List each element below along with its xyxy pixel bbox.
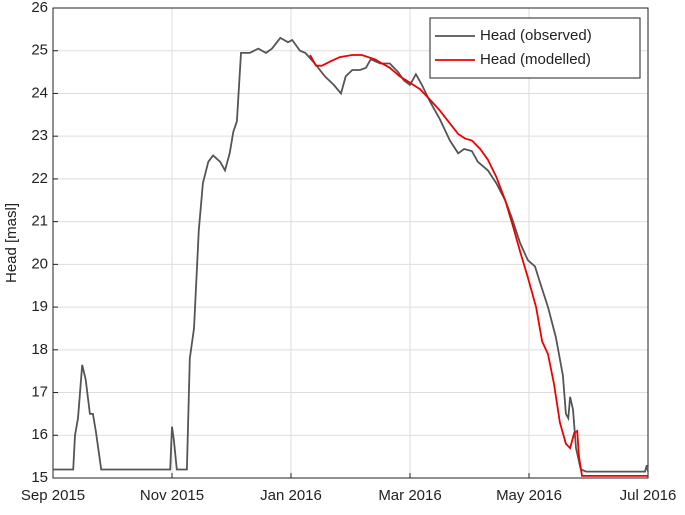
y-tick-label: 18	[31, 341, 48, 358]
x-tick-label: Jan 2016	[260, 487, 322, 504]
x-tick-label: May 2016	[496, 487, 562, 504]
line-series	[309, 54, 648, 477]
x-tick-label: Sep 2015	[21, 487, 85, 504]
legend-box	[429, 17, 641, 79]
y-tick-label: 25	[31, 42, 48, 59]
x-tick-label: Nov 2015	[140, 487, 204, 504]
y-tick-label: 24	[31, 84, 48, 101]
y-tick-label: 23	[31, 127, 48, 144]
x-tick-label: Mar 2016	[378, 487, 441, 504]
x-tick-label: Jul 2016	[620, 487, 677, 504]
y-tick-label: 26	[31, 0, 48, 16]
y-tick-label: 20	[31, 255, 48, 272]
plot-frame	[52, 7, 649, 479]
y-tick-label: 16	[31, 426, 48, 443]
y-tick-label: 21	[31, 213, 48, 230]
legend-label: Head (observed)	[480, 27, 592, 44]
legend-label: Head (modelled)	[480, 51, 591, 68]
y-axis-label: Head [masl]	[3, 203, 20, 283]
line-series	[53, 36, 649, 473]
y-tick-label: 22	[31, 170, 48, 187]
y-tick-label: 17	[31, 384, 48, 401]
y-tick-label: 15	[31, 469, 48, 486]
y-tick-label: 19	[31, 298, 48, 315]
